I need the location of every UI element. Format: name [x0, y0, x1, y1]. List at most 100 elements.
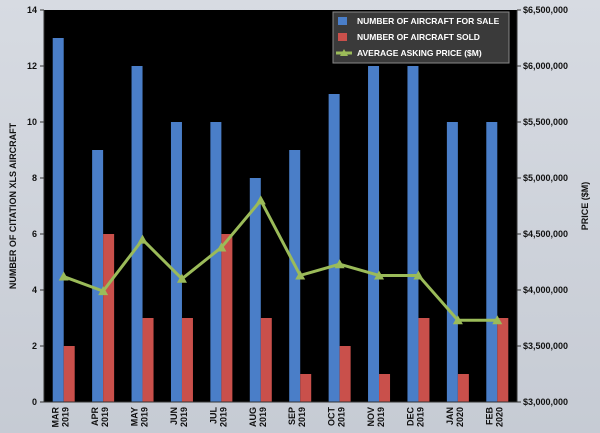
x-tick-year: 2020: [455, 407, 465, 427]
x-tick-label: JAN 2020: [445, 407, 465, 427]
x-tick-year: 2019: [179, 407, 189, 427]
bar-sold: [379, 374, 391, 402]
x-tick-month: MAR: [51, 407, 61, 428]
y2-tick-label: $5,500,000: [523, 117, 568, 127]
bar-for-sale: [289, 150, 301, 402]
bar-for-sale: [407, 66, 419, 402]
y2-tick-label: $4,500,000: [523, 229, 568, 239]
y-tick-label: 4: [32, 285, 37, 295]
bar-sold: [457, 374, 469, 402]
x-tick-label: OCT 2019: [327, 407, 347, 428]
legend-swatch: [338, 33, 347, 41]
y2-tick-label: $3,000,000: [523, 397, 568, 407]
bar-sold: [339, 346, 351, 402]
x-tick-label: DEC 2019: [405, 407, 425, 428]
bar-for-sale: [131, 66, 143, 402]
x-tick-year: 2019: [140, 407, 150, 427]
y-tick-label: 2: [32, 341, 37, 351]
price-marker: [58, 271, 69, 281]
bar-for-sale: [52, 38, 64, 402]
bar-for-sale: [170, 122, 182, 402]
bar-sold: [103, 234, 115, 402]
legend-label: AVERAGE ASKING PRICE ($M): [357, 48, 482, 58]
y2-tick-label: $6,500,000: [523, 5, 568, 15]
x-tick-year: 2019: [337, 407, 347, 427]
x-tick-year: 2019: [258, 407, 268, 427]
y-tick-label: 10: [27, 117, 37, 127]
x-tick-month: JUL: [208, 407, 218, 425]
x-tick-year: 2019: [100, 407, 110, 427]
x-tick-month: JAN: [445, 407, 455, 425]
x-tick-month: JUN: [169, 407, 179, 425]
bar-sold: [300, 374, 312, 402]
price-marker: [413, 270, 424, 280]
x-tick-month: FEB: [484, 406, 494, 425]
y-tick-label: 6: [32, 229, 37, 239]
bar-for-sale: [249, 178, 261, 402]
bar-for-sale: [92, 150, 104, 402]
price-marker: [374, 270, 385, 280]
price-marker: [452, 315, 463, 325]
plot-area: [44, 10, 517, 402]
legend-marker-swatch: [340, 49, 348, 56]
price-marker: [295, 270, 306, 280]
x-tick-label: MAR 2019: [51, 407, 71, 428]
bar-sold: [260, 318, 272, 402]
y2-tick-label: $6,000,000: [523, 61, 568, 71]
x-tick-label: APR 2019: [90, 407, 110, 428]
x-tick-year: 2019: [61, 407, 71, 427]
x-tick-year: 2019: [297, 407, 307, 427]
y2-tick-label: $3,500,000: [523, 341, 568, 351]
bar-sold: [221, 234, 233, 402]
x-tick-month: MAY: [130, 407, 140, 426]
price-marker: [176, 273, 187, 283]
legend-box: [332, 11, 510, 64]
x-tick-label: SEP 2019: [287, 407, 307, 427]
y2-axis-title: PRICE ($M): [580, 182, 590, 231]
bar-for-sale: [328, 94, 340, 402]
price-line: [63, 198, 498, 322]
legend-label: NUMBER OF AIRCRAFT SOLD: [357, 32, 480, 42]
y2-tick-label: $4,000,000: [523, 285, 568, 295]
bar-sold: [181, 318, 193, 402]
y-tick-label: 14: [27, 5, 37, 15]
x-tick-label: MAY 2019: [130, 407, 150, 427]
x-tick-month: SEP: [287, 407, 297, 425]
x-tick-year: 2019: [376, 407, 386, 427]
price-marker: [137, 234, 148, 244]
y-tick-label: 12: [27, 61, 37, 71]
price-marker: [334, 259, 345, 269]
x-tick-label: FEB 2020: [484, 406, 504, 427]
x-tick-month: DEC: [405, 407, 415, 427]
price-marker: [216, 242, 227, 252]
y2-tick-label: $5,000,000: [523, 173, 568, 183]
bar-for-sale: [446, 122, 458, 402]
y-tick-label: 8: [32, 173, 37, 183]
bar-for-sale: [210, 122, 222, 402]
price-marker: [98, 286, 109, 296]
bar-sold: [497, 318, 509, 402]
bar-sold: [142, 318, 154, 402]
x-tick-label: AUG 2019: [248, 407, 268, 427]
legend-label: NUMBER OF AIRCRAFT FOR SALE: [357, 16, 500, 26]
x-tick-month: NOV: [366, 407, 376, 427]
x-tick-month: AUG: [248, 407, 258, 427]
bar-for-sale: [486, 122, 498, 402]
legend-swatch: [338, 17, 347, 25]
x-tick-month: OCT: [327, 407, 337, 427]
price-marker: [492, 315, 503, 325]
bar-sold: [418, 318, 430, 402]
y-axis-title: NUMBER OF CITATION XLS AIRCRAFT: [8, 122, 18, 289]
x-tick-year: 2019: [415, 407, 425, 427]
x-tick-year: 2020: [494, 407, 504, 427]
x-tick-label: JUN 2019: [169, 407, 189, 427]
x-tick-label: JUL 2019: [208, 407, 228, 428]
x-tick-month: APR: [90, 407, 100, 427]
bar-for-sale: [368, 66, 380, 402]
y-tick-label: 0: [32, 397, 37, 407]
price-marker: [255, 195, 266, 205]
x-tick-label: NOV 2019: [366, 407, 386, 427]
x-tick-year: 2019: [218, 407, 228, 427]
bar-sold: [63, 346, 75, 402]
